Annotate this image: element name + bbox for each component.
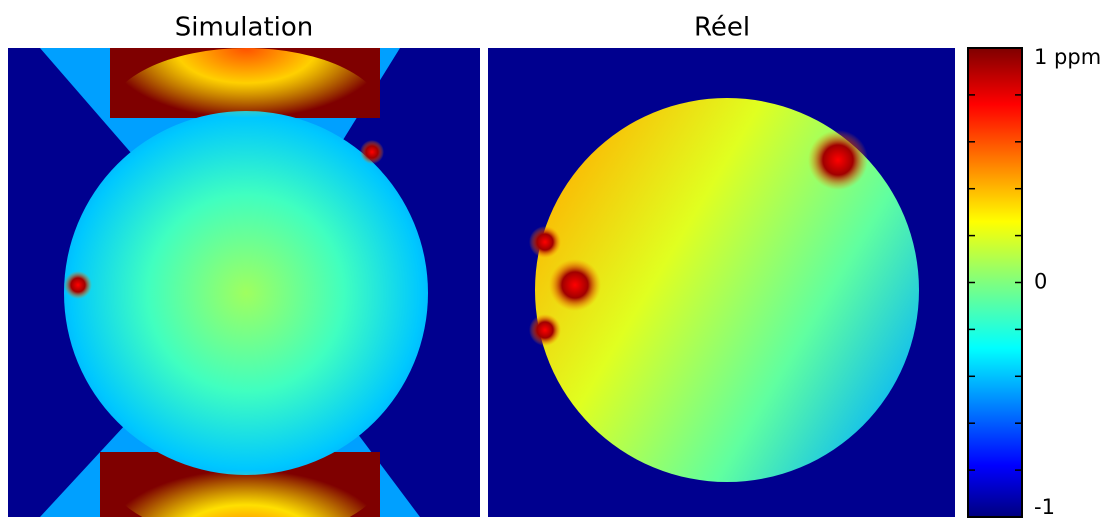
panel-title: Simulation	[175, 13, 314, 43]
colorbar-tick-label: 0	[1034, 270, 1047, 294]
colorbar	[967, 47, 1023, 518]
panel-title: Réel	[694, 13, 750, 43]
colorbar-tick-label: -1	[1034, 495, 1055, 518]
colorbar-tick-label: 1 ppm	[1034, 45, 1101, 69]
simulation-image	[8, 48, 480, 517]
real-image	[488, 48, 955, 517]
